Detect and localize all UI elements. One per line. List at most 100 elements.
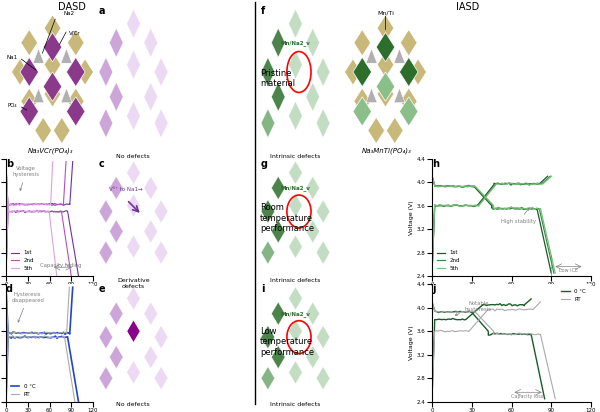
Polygon shape <box>154 241 168 265</box>
0 °C <box>52 331 59 336</box>
RT <box>455 329 462 334</box>
2nd <box>472 203 479 208</box>
1st <box>25 202 32 207</box>
0 °C <box>25 330 32 335</box>
Polygon shape <box>271 82 285 112</box>
Text: Notable
hysteresis: Notable hysteresis <box>455 301 492 316</box>
0 °C <box>461 317 468 322</box>
5th <box>37 202 44 207</box>
Text: b: b <box>6 159 13 169</box>
Polygon shape <box>154 57 168 87</box>
0 °C <box>452 317 460 322</box>
1st <box>428 271 436 276</box>
Text: Na₃MnTi(PO₄)₃: Na₃MnTi(PO₄)₃ <box>362 148 412 154</box>
Line: 2nd: 2nd <box>6 162 66 276</box>
Polygon shape <box>376 33 395 62</box>
Polygon shape <box>99 109 113 138</box>
Text: Mn/Na2_v: Mn/Na2_v <box>281 311 310 316</box>
5th <box>461 204 469 208</box>
1st <box>69 159 76 164</box>
Polygon shape <box>377 81 394 107</box>
5th <box>49 165 56 170</box>
Line: 0 °C: 0 °C <box>432 299 531 399</box>
Text: Capacity fading: Capacity fading <box>40 263 81 268</box>
1st <box>2 274 10 279</box>
2nd <box>449 203 457 208</box>
Polygon shape <box>289 161 302 185</box>
1st <box>449 203 456 208</box>
Polygon shape <box>67 57 85 87</box>
RT <box>428 396 436 401</box>
Polygon shape <box>43 33 62 62</box>
Polygon shape <box>354 30 371 56</box>
Line: RT: RT <box>432 302 541 399</box>
0 °C <box>496 301 503 306</box>
5th <box>13 202 20 207</box>
Polygon shape <box>20 97 38 126</box>
Text: High stability: High stability <box>500 208 536 224</box>
Legend: 0 °C, RT: 0 °C, RT <box>559 287 588 304</box>
1st <box>469 204 476 208</box>
Polygon shape <box>44 15 61 41</box>
Polygon shape <box>353 57 371 87</box>
Polygon shape <box>261 109 275 138</box>
2nd <box>461 203 468 208</box>
Polygon shape <box>316 325 330 349</box>
Polygon shape <box>368 117 385 144</box>
Text: Na2: Na2 <box>64 11 75 16</box>
Legend: 1st, 2nd, 5th: 1st, 2nd, 5th <box>9 248 37 273</box>
2nd <box>22 203 29 208</box>
Polygon shape <box>109 220 123 243</box>
RT <box>445 329 452 334</box>
Text: IASD: IASD <box>457 2 479 12</box>
Polygon shape <box>77 59 94 85</box>
2nd <box>23 202 30 207</box>
Polygon shape <box>400 88 417 115</box>
Polygon shape <box>376 72 395 101</box>
Text: Room
temperature
performance: Room temperature performance <box>260 204 314 233</box>
2nd <box>47 202 54 207</box>
Text: a: a <box>99 6 106 16</box>
0 °C <box>2 399 10 404</box>
Y-axis label: Voltage (V): Voltage (V) <box>409 200 414 235</box>
Polygon shape <box>144 302 158 325</box>
Text: V/Cr: V/Cr <box>69 30 81 35</box>
Polygon shape <box>127 320 140 343</box>
Text: Na1: Na1 <box>6 55 17 60</box>
RT <box>66 285 73 290</box>
Polygon shape <box>127 9 140 38</box>
5th <box>466 204 473 208</box>
Text: Capacity loss: Capacity loss <box>511 393 544 398</box>
RT <box>24 330 31 335</box>
Polygon shape <box>127 194 140 218</box>
Polygon shape <box>353 97 371 126</box>
Polygon shape <box>394 88 405 103</box>
2nd <box>470 204 478 208</box>
Polygon shape <box>109 176 123 200</box>
Text: Derivative
defects: Derivative defects <box>117 278 149 289</box>
Polygon shape <box>154 200 168 223</box>
Text: V⁵⁺ to Na1→: V⁵⁺ to Na1→ <box>109 187 143 192</box>
Polygon shape <box>44 81 61 107</box>
Polygon shape <box>127 50 140 80</box>
Polygon shape <box>400 57 418 87</box>
Polygon shape <box>261 367 275 390</box>
Polygon shape <box>109 302 123 325</box>
Polygon shape <box>261 241 275 265</box>
1st <box>23 202 31 207</box>
2nd <box>547 174 554 179</box>
Polygon shape <box>109 82 123 112</box>
Text: Intrinsic defects: Intrinsic defects <box>270 154 320 159</box>
Text: j: j <box>432 284 436 294</box>
0 °C <box>57 330 64 335</box>
Line: 1st: 1st <box>6 162 73 276</box>
Polygon shape <box>289 360 302 384</box>
1st <box>460 203 467 208</box>
5th <box>41 201 48 206</box>
Text: PO₄: PO₄ <box>8 103 17 108</box>
5th <box>512 182 519 187</box>
Polygon shape <box>44 52 61 78</box>
RT <box>458 328 466 333</box>
Polygon shape <box>354 88 371 115</box>
Polygon shape <box>271 176 285 200</box>
